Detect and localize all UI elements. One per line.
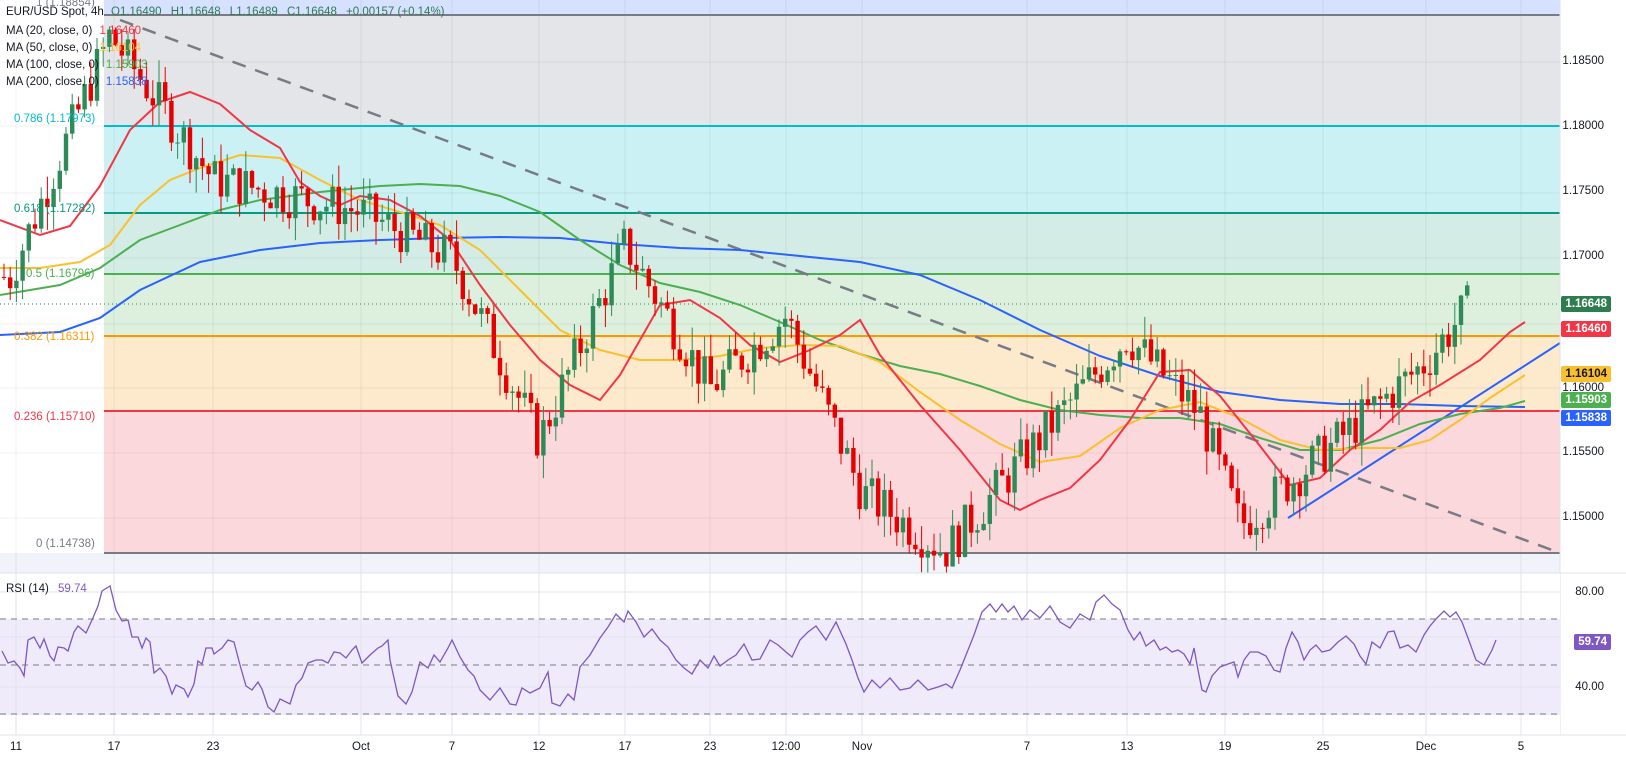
time-axis-label: 23 (703, 741, 717, 753)
rsi-axis-label: 80.00 (1575, 586, 1604, 598)
fib-level-0786: 0.786 (1.17973) (14, 113, 96, 125)
time-axis-label: 13 (1120, 741, 1134, 753)
time-axis-label: 12 (532, 741, 546, 753)
open-value: O1.16490 (111, 6, 162, 18)
time-axis-label: Dec (1415, 741, 1437, 753)
ma20-value: 1.16460 (99, 25, 142, 37)
time-axis-label: 19 (1218, 741, 1232, 753)
time-axis-label: 12:00 (771, 741, 801, 753)
rsi-label: RSI (14) (6, 583, 49, 595)
ma200-label: MA (200, close, 0) (6, 76, 99, 88)
ohlc-legend: EUR/USD Spot, 4h O1.16490 H1.16648 L1.16… (6, 6, 445, 18)
time-axis-label: 23 (206, 741, 220, 753)
ma100-legend[interactable]: MA (100, close, 0) 1.15903 (6, 59, 147, 71)
price-axis-label: 1.17500 (1562, 185, 1604, 197)
ma100-price-tag: 1.15903 (1561, 392, 1611, 408)
price-axis-label: 1.16000 (1562, 382, 1604, 394)
fib-level-05: 0.5 (1.16796) (26, 268, 95, 280)
rsi-value-tag: 59.74 (1574, 634, 1611, 650)
rsi-value: 59.74 (58, 583, 87, 595)
symbol-title: EUR/USD Spot, 4h (6, 6, 104, 18)
high-value: H1.16648 (170, 6, 221, 18)
ma200-legend[interactable]: MA (200, close, 0) 1.15838 (6, 76, 147, 88)
price-axis-label: 1.18500 (1562, 55, 1604, 67)
fib-level-1: 1 (1.18854) (36, 0, 95, 9)
ma100-label: MA (100, close, 0) (6, 59, 99, 71)
time-axis-label: Nov (851, 741, 873, 753)
time-axis-label: 5 (1517, 741, 1525, 753)
ma200-price-tag: 1.15838 (1561, 410, 1611, 426)
ma50-legend[interactable]: MA (50, close, 0) 1.16104 (6, 42, 141, 54)
candlestick-series (1, 26, 1470, 585)
ma20-legend[interactable]: MA (20, close, 0) 1.16460 (6, 25, 141, 37)
price-axis-label: 1.15500 (1562, 446, 1604, 458)
fib-level-0382: 0.382 (1.16311) (14, 331, 95, 343)
price-axis-label: 1.18000 (1562, 120, 1604, 132)
rsi-legend[interactable]: RSI (14) 59.74 (6, 583, 87, 595)
last-price-tag: 1.16648 (1561, 296, 1611, 312)
price-axis-label: 1.15000 (1562, 511, 1604, 523)
fib-level-0: 0 (1.14738) (36, 538, 95, 550)
ma50-label: MA (50, close, 0) (6, 42, 93, 54)
fib-level-0236: 0.236 (1.15710) (14, 411, 96, 423)
time-axis-label: Oct (352, 741, 370, 753)
change-value: +0.00157 (+0.14%) (346, 6, 445, 18)
ma100-value: 1.15903 (105, 59, 148, 71)
time-axis-label: 7 (1023, 741, 1031, 753)
time-axis-label: 25 (1316, 741, 1330, 753)
time-axis-label: 11 (10, 741, 22, 753)
ma50-value: 1.16104 (99, 42, 142, 54)
ma20-label: MA (20, close, 0) (6, 25, 93, 37)
ma50-price-tag: 1.16104 (1561, 366, 1611, 382)
time-axis-label: 17 (107, 741, 121, 753)
time-axis-label: 17 (618, 741, 632, 753)
price-axis-label: 1.17000 (1562, 250, 1604, 262)
ma20-price-tag: 1.16460 (1561, 321, 1611, 337)
ma200-value: 1.15838 (105, 76, 148, 88)
fib-level-0618: 0.618 (1.17282) (14, 203, 96, 215)
low-value: L1.16489 (229, 6, 278, 18)
close-value: C1.16648 (286, 6, 337, 18)
rsi-axis-label: 40.00 (1575, 681, 1604, 693)
time-axis-label: 7 (448, 741, 456, 753)
